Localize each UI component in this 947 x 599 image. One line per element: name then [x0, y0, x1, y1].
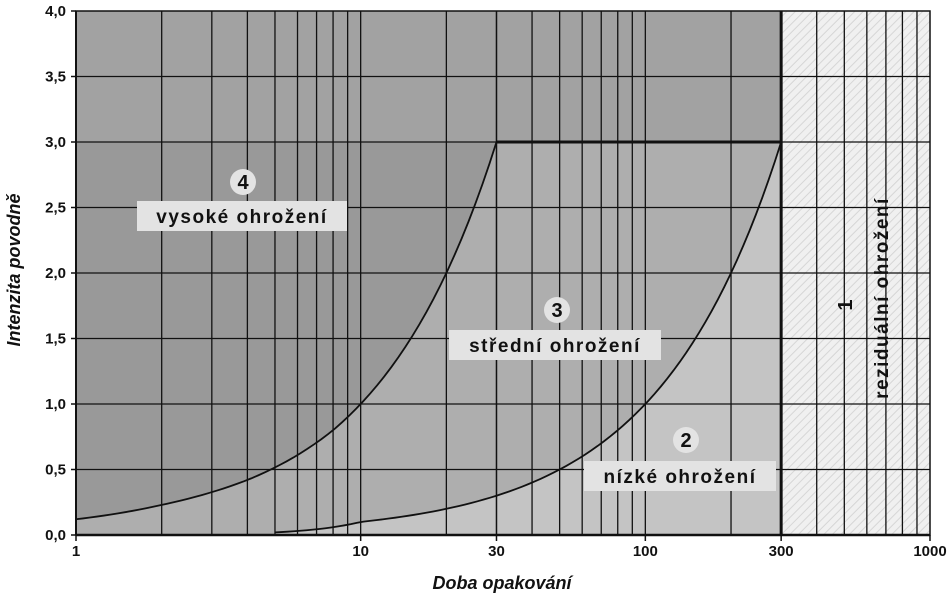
y-tick-label: 2,5: [45, 200, 66, 217]
boundary-curve-high-medium: [75, 141, 498, 521]
zone-1-number: 1: [835, 299, 857, 310]
zone-3-label-box: [449, 330, 661, 360]
y-tick-label: 3,5: [45, 69, 66, 86]
zone-4-number: 4: [237, 172, 249, 194]
plot-frame: [75, 10, 931, 537]
y-tick-label: 1,0: [45, 396, 66, 413]
y-tick-label: 0,5: [45, 462, 66, 479]
zone-2-number: 2: [680, 430, 691, 452]
y-tick-label: 2,0: [45, 265, 66, 282]
zone-2-label-box: [584, 461, 776, 491]
y-tick-label: 4,0: [45, 3, 66, 20]
zone-4-number-circle: [230, 169, 256, 195]
x-tick-label: 30: [488, 543, 505, 560]
zone-4-label: vysoké ohrožení: [156, 207, 327, 228]
x-tick-label: 10: [352, 543, 369, 560]
zone-1-label: reziduální ohrožení: [872, 197, 893, 399]
x-tick-label: 1000: [913, 543, 946, 560]
zone-4-label-box: [137, 201, 347, 231]
zone-3-label: střední ohrožení: [469, 336, 641, 357]
y-tick-label: 3,0: [45, 134, 66, 151]
zone-3-number-circle: [544, 297, 570, 323]
zone-2-area: [274, 142, 782, 535]
boundary-curve-medium-low: [274, 141, 783, 534]
x-tick-label: 300: [769, 543, 794, 560]
zone-2-number-circle: [673, 427, 699, 453]
x-axis-title: Doba opakování: [432, 573, 573, 593]
zone-2-label: nízké ohrožení: [604, 467, 757, 488]
y-axis-title: Intenzita povodně: [4, 194, 24, 347]
boundary-curves: [75, 140, 783, 534]
x-tick-label: 100: [633, 543, 658, 560]
x-tick-label: 1: [72, 543, 80, 560]
y-tick-label: 1,5: [45, 331, 66, 348]
axis-ticks: 0,0 0,5 1,0 1,5 2,0 2,5 3,0 3,5 4,0 1 10 30 100 300 10…: [45, 3, 947, 560]
zone-3-number: 3: [551, 300, 562, 322]
y-tick-label: 0,0: [45, 527, 66, 544]
